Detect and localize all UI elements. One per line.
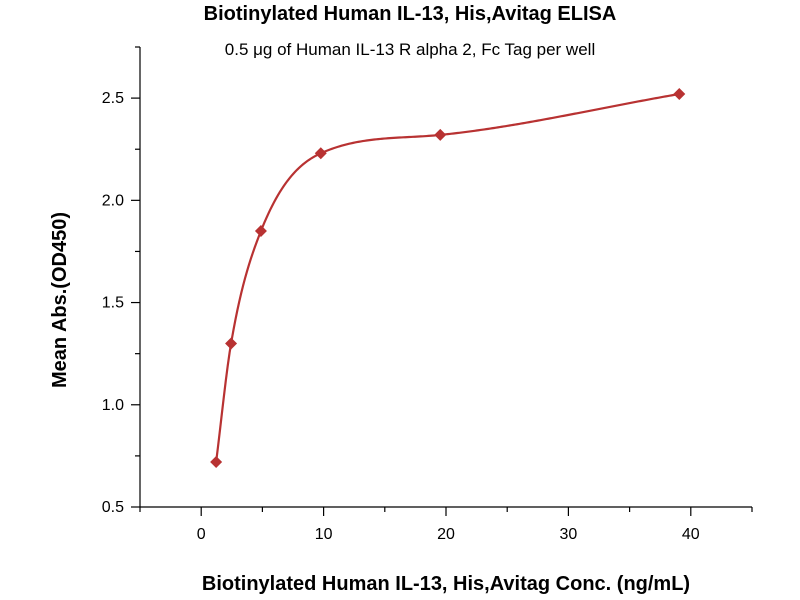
chart-title: Biotinylated Human IL-13, His,Avitag ELI… <box>204 3 617 25</box>
x-tick-label: 40 <box>682 526 700 543</box>
data-point-diamond <box>434 128 447 141</box>
y-tick-label: 2.0 <box>102 192 124 209</box>
data-point-diamond <box>254 225 267 237</box>
data-point-diamond <box>225 337 238 350</box>
x-ticks: 0 10 20 30 40 <box>139 507 753 543</box>
y-tick-label: 1.0 <box>102 397 124 414</box>
fit-curve <box>215 92 680 463</box>
data-point-diamond <box>673 88 686 101</box>
x-axis-title: Biotinylated Human IL-13, His,Avitag Con… <box>202 573 690 595</box>
y-tick-label: 0.5 <box>102 499 124 516</box>
y-tick-label: 2.5 <box>102 90 124 107</box>
y-ticks: 0.5 1.0 1.5 2.0 2.5 <box>102 46 140 516</box>
axes <box>139 47 752 508</box>
data-point-diamond <box>314 147 327 160</box>
y-tick-label: 1.5 <box>102 295 124 312</box>
x-tick-label: 20 <box>437 526 455 543</box>
x-tick-label: 30 <box>560 526 578 543</box>
data-points <box>210 88 686 469</box>
data-point-diamond <box>210 456 223 469</box>
x-tick-label: 0 <box>197 526 206 543</box>
chart-subtitle: 0.5 μg of Human IL-13 R alpha 2, Fc Tag … <box>225 40 595 59</box>
y-axis-title: Mean Abs.(OD450) <box>49 212 71 388</box>
x-tick-label: 10 <box>315 526 333 543</box>
